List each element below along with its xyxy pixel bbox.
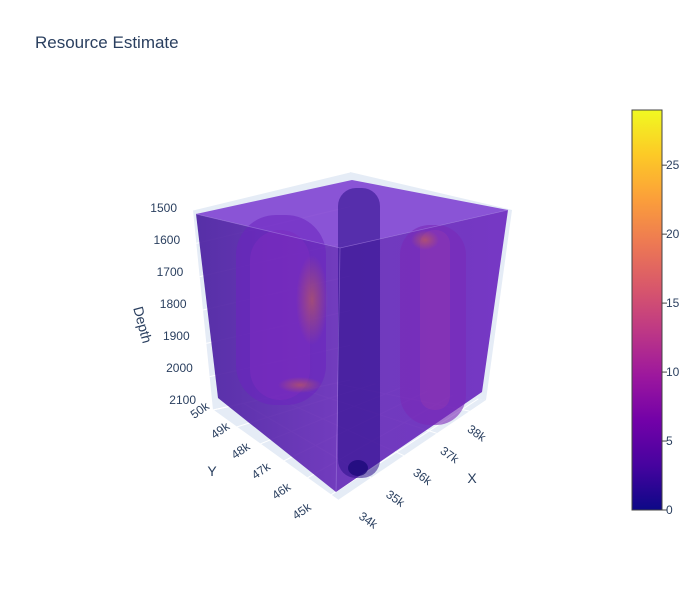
colorbar-tick-label: 25 xyxy=(666,158,680,172)
colorbar-tick-label: 15 xyxy=(666,296,680,310)
x-tick-label: 35k xyxy=(383,487,408,510)
x-grid-line xyxy=(212,409,339,501)
y-tick-label: 46k xyxy=(269,479,294,502)
colorbar-tick-label: 10 xyxy=(666,365,680,379)
colorbar: 0 5 10 15 20 25 xyxy=(631,109,680,517)
ore-body-2 xyxy=(250,230,310,400)
hot-spot-3 xyxy=(278,377,322,393)
hot-spot-2 xyxy=(411,230,439,250)
x-tick-label: 34k xyxy=(356,509,381,532)
y-tick-label: 45k xyxy=(290,499,315,522)
x-axis-label: X xyxy=(467,470,477,486)
ore-body-4 xyxy=(400,225,466,425)
colorbar-tick-label: 20 xyxy=(666,227,680,241)
ore-body-5 xyxy=(420,230,450,410)
z-tick-label: 1700 xyxy=(157,265,184,279)
z-tick-label: 1800 xyxy=(160,297,187,311)
z-tick-label: 1500 xyxy=(150,201,177,215)
hot-spot-1 xyxy=(296,255,328,345)
y-tick-label: 47k xyxy=(249,459,274,482)
y-tick-label: 48k xyxy=(229,439,254,462)
volume-body xyxy=(195,180,509,493)
y-axis-label: Y xyxy=(207,463,217,479)
z-tick-label: 1600 xyxy=(153,233,180,247)
chart-title: Resource Estimate xyxy=(35,33,179,52)
ore-body-3 xyxy=(338,188,380,478)
z-tick-label: 1900 xyxy=(163,329,190,343)
x-tick-label: 36k xyxy=(411,465,436,488)
x-tick-label: 38k xyxy=(465,422,490,445)
deep-core xyxy=(348,460,368,476)
x-tick-label: 37k xyxy=(438,444,463,467)
colorbar-tick-label: 5 xyxy=(666,434,673,448)
z-grid-line xyxy=(192,171,351,211)
z-tick-label: 2100 xyxy=(169,393,196,407)
z-axis-label: Depth xyxy=(130,305,155,345)
colorbar-tick-label: 0 xyxy=(666,503,673,517)
z-tick-label: 2000 xyxy=(166,361,193,375)
colorbar-gradient xyxy=(631,109,663,511)
